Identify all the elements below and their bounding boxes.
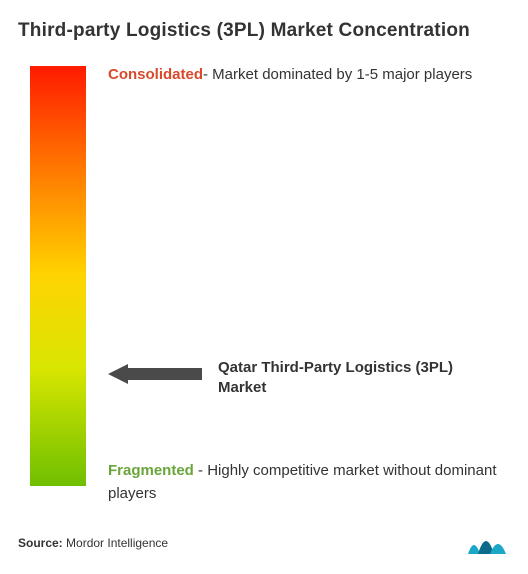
concentration-diagram: Consolidated- Market dominated by 1-5 ma… [18,66,510,496]
mordor-logo-icon [466,530,510,556]
gradient-bar [30,66,86,486]
consolidated-desc: - Market dominated by 1-5 major players [203,66,472,83]
footer: Source: Mordor Intelligence [18,530,510,556]
market-position-marker: Qatar Third-Party Logistics (3PL) Market [108,358,478,399]
fragmented-label: Fragmented - Highly competitive market w… [108,460,500,505]
source-line: Source: Mordor Intelligence [18,536,168,550]
consolidated-label: Consolidated- Market dominated by 1-5 ma… [108,64,500,87]
source-label: Source: [18,536,63,550]
source-name: Mordor Intelligence [63,536,168,550]
market-name: Qatar Third-Party Logistics (3PL) Market [218,358,478,399]
consolidated-term: Consolidated [108,66,203,83]
page-title: Third-party Logistics (3PL) Market Conce… [18,20,510,42]
fragmented-term: Fragmented [108,462,194,479]
arrow-left-icon [108,362,204,386]
